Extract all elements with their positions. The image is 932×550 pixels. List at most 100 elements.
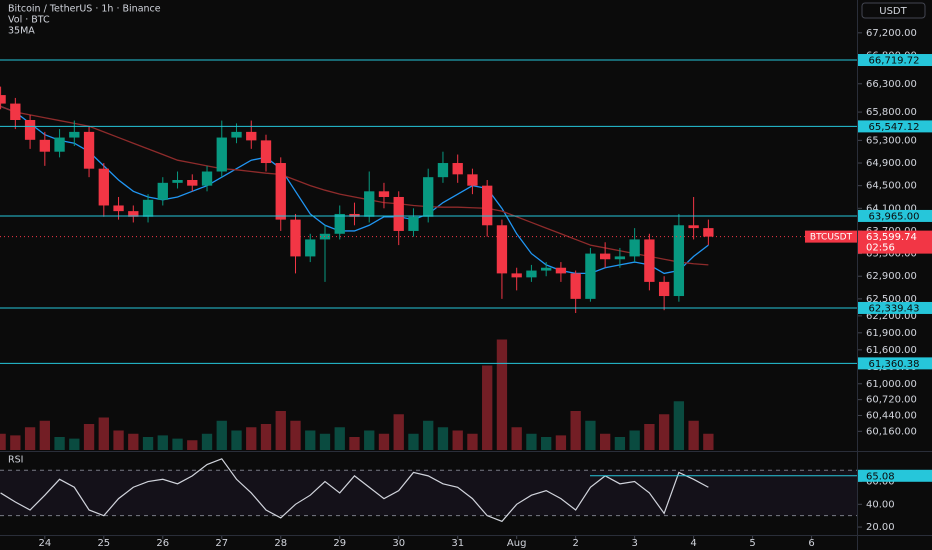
candle-body — [511, 273, 522, 278]
volume-bar — [408, 433, 419, 450]
candle-body — [703, 228, 714, 237]
y-tick-label: 40.00 — [866, 499, 895, 510]
currency-button[interactable] — [861, 2, 926, 19]
candle-body — [614, 256, 626, 260]
candle-body — [246, 131, 257, 141]
candle-body — [260, 140, 272, 164]
volume-bar — [187, 440, 198, 450]
volume-bar — [319, 433, 331, 450]
volume-bar — [555, 435, 567, 450]
volume-bar — [260, 424, 272, 450]
volume-bar — [467, 433, 478, 450]
candle-body — [24, 120, 36, 140]
x-tick-label: 31 — [451, 538, 464, 549]
candle-body — [113, 205, 124, 212]
candle-body — [157, 182, 168, 200]
candle-body — [290, 219, 301, 257]
volume-bar — [349, 437, 360, 450]
y-tick-label: 60,160.00 — [866, 426, 917, 437]
volume-bar — [142, 437, 154, 450]
volume-bar — [0, 433, 6, 450]
y-tick-label: 60,720.00 — [866, 395, 917, 406]
volume-bar — [393, 414, 404, 450]
level-label: 61,360.38 — [869, 359, 920, 370]
volume-bar — [246, 427, 257, 450]
level-label-box — [858, 54, 932, 67]
candle-body — [172, 180, 183, 183]
y-tick-label: 64,100.00 — [866, 203, 917, 214]
candle-body — [585, 253, 596, 299]
x-tick-label: 4 — [690, 538, 696, 549]
last-price-box — [858, 230, 932, 254]
candle-body — [688, 225, 699, 229]
volume-bar — [644, 424, 655, 450]
rsi-level-box — [858, 469, 932, 482]
y-tick-label: 61,000.00 — [866, 379, 917, 390]
symbol-label: BTCUSDT — [810, 233, 853, 243]
candle-body — [393, 196, 404, 231]
y-tick-label: 64,500.00 — [866, 181, 917, 192]
volume-bar — [526, 433, 537, 450]
volume-bar — [231, 430, 242, 450]
level-label-box — [858, 301, 932, 314]
volume-bar — [703, 433, 714, 450]
candle-body — [644, 239, 655, 282]
candle-body — [349, 213, 360, 217]
y-tick-label: 60.00 — [866, 477, 895, 488]
volume-bar — [290, 420, 301, 450]
candle-body — [555, 267, 567, 274]
y-tick-label: 61,600.00 — [866, 345, 917, 356]
y-tick-label: 66,300.00 — [866, 79, 917, 90]
x-tick-label: 29 — [333, 538, 346, 549]
volume-label: Vol · BTC — [8, 15, 50, 26]
candle-body — [570, 273, 581, 299]
candle-body — [334, 213, 345, 234]
x-tick-label: 6 — [808, 538, 814, 549]
volume-bar — [216, 420, 227, 450]
volume-bar — [364, 430, 375, 450]
x-tick-label: 30 — [392, 538, 405, 549]
last-price-label: 63,599.74 — [866, 232, 917, 243]
moving-average — [0, 105, 709, 266]
volume-bar — [113, 430, 124, 450]
y-tick-label: 62,900.00 — [866, 271, 917, 282]
volume-bar — [305, 430, 316, 450]
candle-body — [305, 239, 316, 257]
candle-body — [673, 225, 685, 297]
candle-body — [98, 168, 109, 206]
y-tick-label: 62,500.00 — [866, 294, 917, 305]
y-tick-label: 61,900.00 — [866, 328, 917, 339]
volume-bar — [629, 430, 640, 450]
volume-bar — [570, 411, 581, 450]
level-label: 65,547.12 — [869, 122, 920, 133]
x-tick-label: 3 — [631, 538, 637, 549]
symbol-title: Bitcoin / TetherUS · 1h · Binance — [8, 4, 161, 15]
candle-body — [0, 95, 6, 104]
currency-label[interactable]: USDT — [879, 6, 907, 17]
candle-body — [364, 191, 375, 217]
countdown-label: 02:56 — [866, 243, 895, 254]
candle-body — [216, 137, 227, 172]
volume-bar — [599, 433, 611, 450]
volume-bar — [83, 424, 95, 450]
volume-bar — [69, 438, 80, 450]
candle-body — [378, 191, 390, 197]
volume-bar — [423, 420, 434, 450]
volume-bar — [688, 420, 699, 450]
level-label-box — [858, 209, 932, 222]
volume-bar — [172, 438, 183, 450]
level-label: 66,719.72 — [869, 56, 920, 67]
candle-body — [541, 267, 552, 271]
candle-body — [482, 185, 493, 226]
volume-bar — [658, 414, 670, 450]
volume-bar — [334, 427, 345, 450]
x-tick-label: 5 — [749, 538, 755, 549]
candle-body — [69, 131, 80, 138]
volume-bar — [452, 430, 463, 450]
candle-body — [599, 253, 611, 260]
candle-body — [39, 139, 50, 152]
volume-bar — [157, 435, 168, 450]
candle-body — [408, 216, 419, 231]
candle-body — [142, 199, 154, 217]
